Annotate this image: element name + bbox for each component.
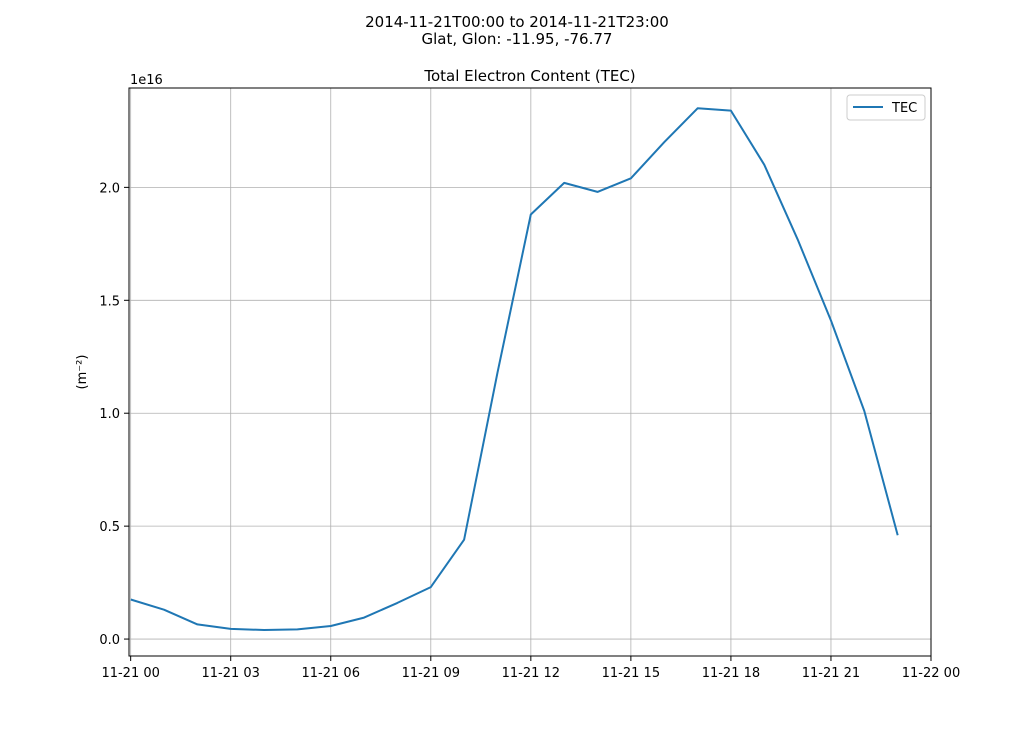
series-layer bbox=[130, 107, 899, 631]
series-line-tec bbox=[130, 107, 899, 631]
x-tick-label: 11-21 21 bbox=[802, 666, 860, 681]
x-tick-label: 11-21 18 bbox=[702, 666, 760, 681]
x-tick-label: 11-21 03 bbox=[201, 666, 259, 681]
chart-title: Total Electron Content (TEC) bbox=[423, 67, 635, 85]
x-tick-label: 11-21 15 bbox=[602, 666, 660, 681]
plot-frame bbox=[128, 87, 932, 657]
x-tick-label: 11-21 09 bbox=[402, 666, 460, 681]
legend: TEC bbox=[846, 94, 926, 121]
chart-suptitle-line1: 2014-11-21T00:00 to 2014-11-21T23:00 bbox=[365, 13, 669, 31]
legend-box bbox=[846, 94, 926, 121]
x-tick-label: 11-22 00 bbox=[902, 666, 960, 681]
x-axis: 11-21 00 11-21 03 11-21 06 11-21 09 11-21 12… bbox=[101, 656, 960, 681]
x-tick-label: 11-21 06 bbox=[302, 666, 360, 681]
grid-lines bbox=[129, 88, 932, 656]
y-tick-label: 1.5 bbox=[99, 294, 120, 309]
y-axis-label: (m⁻²) bbox=[75, 355, 90, 390]
x-tick-label: 11-21 00 bbox=[101, 666, 159, 681]
y-tick-label: 0.5 bbox=[99, 520, 120, 535]
y-tick-label: 1.0 bbox=[99, 407, 120, 422]
y-tick-label: 0.0 bbox=[99, 633, 120, 648]
y-axis: 0.0 0.5 1.0 1.5 2.0 bbox=[99, 181, 129, 648]
x-tick-label: 11-21 12 bbox=[502, 666, 560, 681]
y-offset-label: 1e16 bbox=[130, 73, 163, 88]
chart-suptitle-line2: Glat, Glon: -11.95, -76.77 bbox=[422, 30, 613, 48]
y-tick-label: 2.0 bbox=[99, 181, 120, 196]
legend-label-tec: TEC bbox=[891, 101, 917, 116]
